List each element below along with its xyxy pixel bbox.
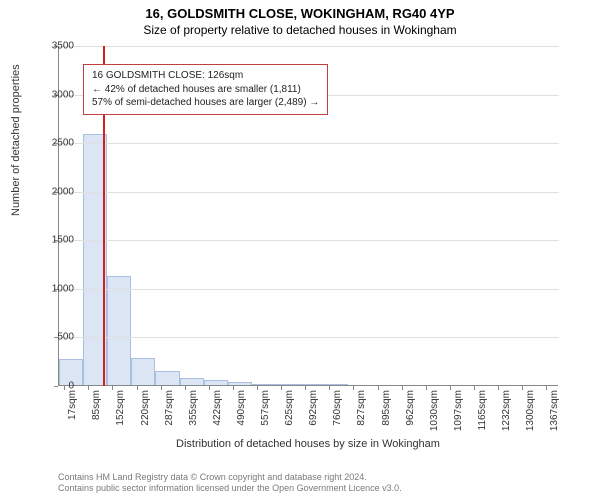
xtick-label: 490sqm [236,390,247,426]
xtick-label: 1367sqm [549,390,560,431]
gridline [59,192,559,193]
footer-attribution: Contains HM Land Registry data © Crown c… [58,472,402,495]
xtick-mark [378,386,379,390]
ytick-label: 3500 [34,41,74,52]
gridline [59,337,559,338]
xtick-label: 827sqm [356,390,367,426]
ytick-label: 3000 [34,89,74,100]
histogram-bar [300,384,324,385]
histogram-bar [228,382,252,385]
xtick-mark [498,386,499,390]
histogram-chart: 16 GOLDSMITH CLOSE: 126sqm ← 42% of deta… [58,46,578,386]
histogram-bar [252,384,276,385]
xtick-mark [546,386,547,390]
xtick-label: 17sqm [67,390,78,420]
xtick-label: 355sqm [188,390,199,426]
xtick-mark [281,386,282,390]
xtick-mark [257,386,258,390]
histogram-bar [107,276,131,385]
xtick-mark [64,386,65,390]
gridline [59,289,559,290]
xtick-label: 287sqm [164,390,175,426]
gridline [59,46,559,47]
histogram-bar [155,371,179,385]
plot-area: 16 GOLDSMITH CLOSE: 126sqm ← 42% of deta… [58,46,558,386]
histogram-bar [131,358,155,385]
info-line-3: 57% of semi-detached houses are larger (… [92,96,319,110]
xtick-label: 1097sqm [453,390,464,431]
xtick-mark [209,386,210,390]
xtick-mark [88,386,89,390]
xtick-label: 152sqm [115,390,126,426]
page-title-line2: Size of property relative to detached ho… [0,21,600,41]
xtick-mark [474,386,475,390]
histogram-bar [324,384,348,385]
xtick-label: 220sqm [140,390,151,426]
xtick-mark [185,386,186,390]
xtick-mark [450,386,451,390]
xtick-mark [426,386,427,390]
xtick-mark [161,386,162,390]
info-box: 16 GOLDSMITH CLOSE: 126sqm ← 42% of deta… [83,64,328,115]
xtick-mark [329,386,330,390]
histogram-bar [276,384,300,385]
xtick-mark [402,386,403,390]
x-axis-label: Distribution of detached houses by size … [58,438,558,450]
ytick-label: 1000 [34,283,74,294]
y-axis-label: Number of detached properties [10,64,22,216]
histogram-bar [204,380,228,385]
xtick-label: 1165sqm [477,390,488,430]
xtick-label: 962sqm [405,390,416,426]
xtick-label: 625sqm [284,390,295,426]
xtick-mark [112,386,113,390]
xtick-label: 1300sqm [525,390,536,431]
xtick-mark [137,386,138,390]
gridline [59,143,559,144]
ytick-label: 2000 [34,186,74,197]
xtick-label: 895sqm [381,390,392,426]
xtick-label: 692sqm [308,390,319,426]
footer-line-2: Contains public sector information licen… [58,483,402,494]
xtick-label: 85sqm [91,390,102,420]
xtick-label: 557sqm [260,390,271,426]
xtick-mark [305,386,306,390]
info-line-1: 16 GOLDSMITH CLOSE: 126sqm [92,69,319,83]
ytick-label: 1500 [34,235,74,246]
footer-line-1: Contains HM Land Registry data © Crown c… [58,472,402,483]
xtick-mark [522,386,523,390]
ytick-label: 500 [34,332,74,343]
xtick-mark [233,386,234,390]
xtick-label: 422sqm [212,390,223,426]
page-title-line1: 16, GOLDSMITH CLOSE, WOKINGHAM, RG40 4YP [0,0,600,21]
xtick-mark [353,386,354,390]
xtick-label: 760sqm [332,390,343,426]
histogram-bar [180,378,204,385]
xtick-label: 1232sqm [501,390,512,431]
gridline [59,240,559,241]
ytick-label: 2500 [34,138,74,149]
info-line-2: ← 42% of detached houses are smaller (1,… [92,83,319,97]
xtick-label: 1030sqm [429,390,440,431]
